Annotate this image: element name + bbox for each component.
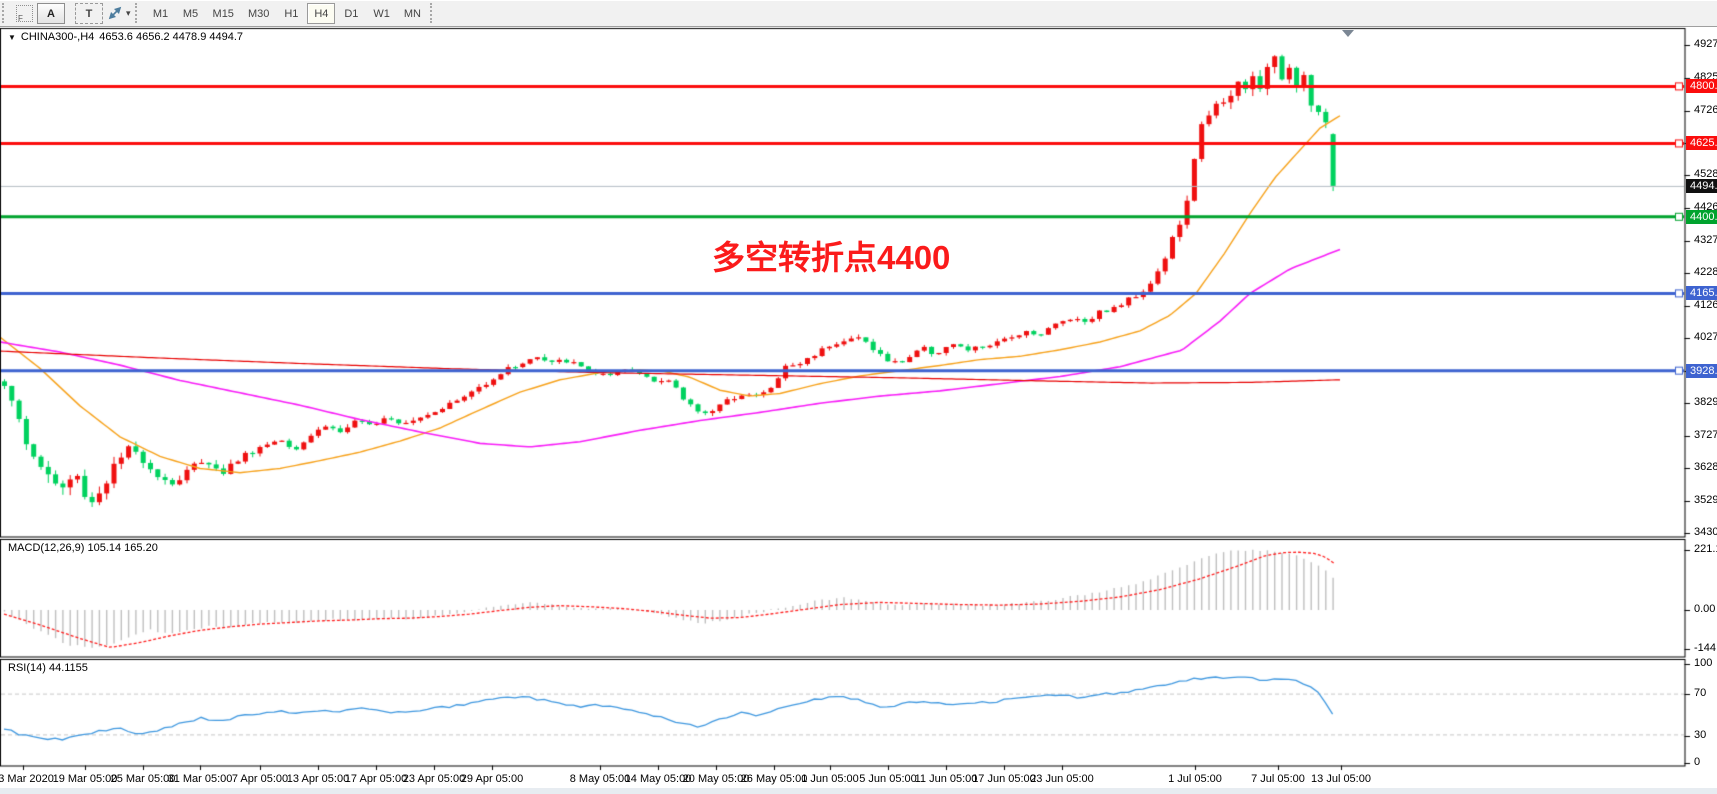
date-tick-label: 11 Jun 05:00 bbox=[914, 773, 978, 785]
text-tool-button[interactable]: T bbox=[75, 2, 103, 24]
date-tick-label: 1 Jun 05:00 bbox=[801, 773, 859, 785]
date-tick-label: 29 Apr 05:00 bbox=[460, 773, 524, 785]
date-tick-label: 19 Mar 05:00 bbox=[52, 773, 118, 785]
price-tick-label: 4927. bbox=[1694, 38, 1717, 50]
price-tick-label: 4126. bbox=[1694, 299, 1717, 312]
macd-indicator-label: MACD(12,26,9) 105.14 165.20 bbox=[8, 542, 158, 554]
chart-ohlc-values: 4653.6 4656.2 4478.9 4494.7 bbox=[99, 31, 244, 43]
timeframe-button-m5[interactable]: M5 bbox=[182, 7, 199, 20]
price-tick-label: 4726. bbox=[1694, 103, 1717, 116]
price-tick-label: 3628. bbox=[1694, 461, 1717, 474]
price-level-badge: 4494. bbox=[1686, 178, 1717, 193]
rsi-tick-label: 0 bbox=[1694, 756, 1701, 768]
date-tick-label: 13 Jul 05:00 bbox=[1311, 773, 1371, 785]
scroll-to-end-marker[interactable] bbox=[1342, 30, 1354, 37]
timeframe-button-m15[interactable]: M15 bbox=[212, 7, 234, 20]
date-tick-label: 7 Apr 05:00 bbox=[231, 773, 289, 785]
date-tick-label: 17 Apr 05:00 bbox=[344, 773, 408, 785]
timeframe-button-h4[interactable]: H4 bbox=[307, 2, 336, 24]
price-tick-label: 4327. bbox=[1694, 233, 1717, 246]
arrows-icon bbox=[108, 6, 122, 20]
date-tick-label: 13 Apr 05:00 bbox=[286, 773, 350, 785]
date-tick-label: 20 May 05:00 bbox=[682, 773, 750, 785]
date-tick-label: 17 Jun 05:00 bbox=[972, 773, 1036, 785]
price-level-badge: 3928. bbox=[1686, 363, 1717, 378]
toolbar-grip[interactable] bbox=[2, 3, 9, 23]
price-level-badge: 4400. bbox=[1686, 209, 1717, 224]
date-tick-label: 5 Jun 05:00 bbox=[859, 773, 917, 785]
timeframe-button-m30[interactable]: M30 bbox=[247, 7, 270, 20]
price-tick-label: 4228. bbox=[1694, 265, 1717, 278]
window-bottom-strip bbox=[0, 788, 1717, 794]
rsi-indicator-label: RSI(14) 44.1155 bbox=[8, 662, 88, 674]
price-level-badge: 4165. bbox=[1686, 286, 1717, 301]
price-level-badge: 4800. bbox=[1686, 79, 1717, 94]
timeframe-button-m1[interactable]: M1 bbox=[152, 7, 169, 20]
timeframe-button-h1[interactable]: H1 bbox=[284, 7, 299, 20]
macd-tick-label: 0.00 bbox=[1694, 603, 1716, 615]
chart-toolbar: F A T ▾ M1 M5 M15 M30 H1 H4 D1 W1 MN bbox=[0, 0, 1717, 27]
rsi-tick-label: 100 bbox=[1694, 657, 1713, 669]
toolbar-grip[interactable] bbox=[429, 3, 437, 23]
price-tick-label: 3727. bbox=[1694, 429, 1717, 442]
date-tick-label: 7 Jul 05:00 bbox=[1251, 773, 1305, 785]
timeframe-button-w1[interactable]: W1 bbox=[373, 7, 390, 20]
rsi-tick-label: 70 bbox=[1694, 687, 1707, 699]
rsi-tick-label: 30 bbox=[1694, 729, 1707, 741]
date-tick-label: 23 Jun 05:00 bbox=[1030, 773, 1094, 785]
chevron-down-icon: ▾ bbox=[126, 7, 131, 18]
symbol-dropdown-icon[interactable]: ▼ bbox=[8, 32, 16, 42]
date-tick-label: 13 Mar 2020 bbox=[0, 773, 54, 785]
macd-tick-label: 221.13 bbox=[1694, 542, 1717, 555]
date-tick-label: 31 Mar 05:00 bbox=[167, 773, 233, 785]
trend-annotation-text[interactable]: 多空转折点4400 bbox=[712, 239, 951, 276]
arrows-tool-button[interactable]: ▾ bbox=[106, 6, 131, 20]
date-tick-label: 1 Jul 05:00 bbox=[1168, 773, 1222, 785]
price-tick-label: 4528. bbox=[1694, 168, 1717, 181]
timeframe-group: M1 M5 M15 M30 H1 H4 D1 W1 MN bbox=[146, 2, 428, 24]
price-level-badge: 4625. bbox=[1686, 136, 1717, 151]
grid-style-icon-label: F bbox=[18, 13, 23, 23]
date-tick-label: 26 May 05:00 bbox=[740, 773, 808, 785]
price-tick-label: 3529. bbox=[1694, 493, 1717, 506]
date-tick-label: 8 May 05:00 bbox=[569, 773, 631, 785]
price-tick-label: 3829. bbox=[1694, 395, 1717, 408]
date-tick-label: 25 Mar 05:00 bbox=[110, 773, 176, 785]
timeframe-button-mn[interactable]: MN bbox=[403, 7, 421, 20]
chart-title: ▼ CHINA300-,H4 4653.6 4656.2 4478.9 4494… bbox=[8, 31, 243, 43]
macd-tick-label: -144.86 bbox=[1694, 642, 1717, 655]
timeframe-button-d1[interactable]: D1 bbox=[344, 7, 359, 20]
annotate-button[interactable]: A bbox=[37, 2, 65, 24]
price-tick-label: 4027. bbox=[1694, 331, 1717, 344]
toolbar-grip[interactable] bbox=[134, 3, 142, 23]
price-tick-label: 3430. bbox=[1694, 526, 1717, 538]
date-tick-label: 14 May 05:00 bbox=[624, 773, 692, 785]
chart-symbol-label: CHINA300-,H4 bbox=[20, 31, 95, 43]
grid-style-icon[interactable]: F bbox=[16, 4, 33, 23]
date-tick-label: 23 Apr 05:00 bbox=[402, 773, 466, 785]
